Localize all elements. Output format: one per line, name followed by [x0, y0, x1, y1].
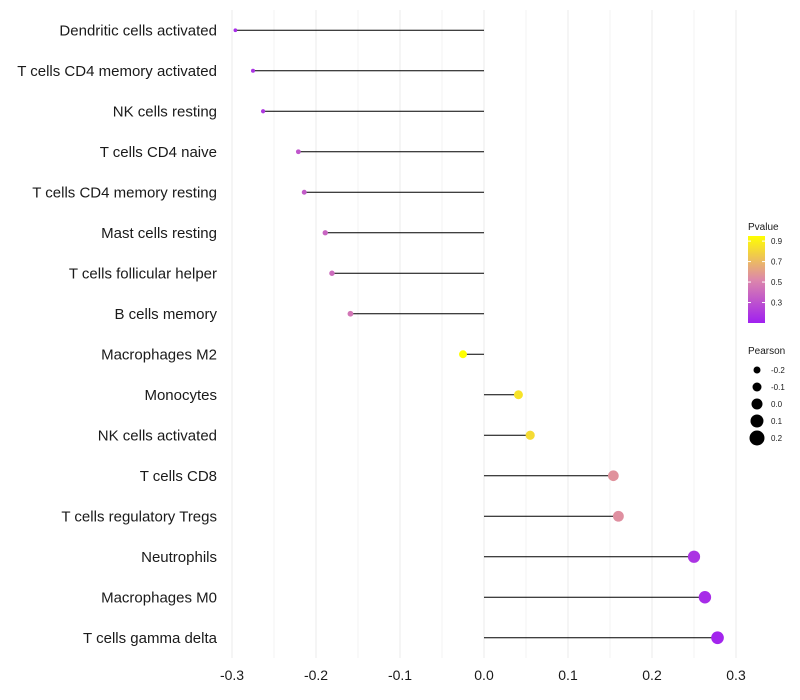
grid-lines	[231, 10, 737, 658]
lollipop-points	[233, 28, 724, 645]
lollipop-point	[513, 390, 523, 400]
lollipop-point	[612, 510, 624, 522]
lollipop-point	[711, 631, 724, 645]
lollipop-point	[347, 310, 354, 317]
lollipop-point	[322, 230, 328, 236]
pearson-legend-key	[750, 414, 764, 428]
pearson-legend-key	[753, 366, 761, 374]
pvalue-colorbar	[748, 236, 765, 323]
lollipop-point	[525, 430, 535, 440]
pvalue-legend-title: Pvalue	[748, 222, 779, 233]
pearson-legend-label: -0.1	[771, 383, 785, 392]
category-label: Macrophages M2	[101, 346, 217, 363]
category-label: NK cells activated	[98, 427, 217, 444]
category-label: T cells regulatory Tregs	[61, 508, 217, 525]
category-label: B cells memory	[114, 306, 217, 323]
pearson-legend-key	[749, 430, 765, 446]
pvalue-legend-tick: 0.5	[771, 278, 783, 287]
pvalue-legend: Pvalue 0.9 0.7 0.5 0.3	[748, 222, 783, 323]
lollipop-point	[329, 270, 335, 276]
pearson-legend-title: Pearson	[748, 346, 785, 357]
x-tick-label: 0.2	[642, 667, 662, 683]
category-label: Dendritic cells activated	[59, 22, 217, 39]
x-tick-label: -0.2	[304, 667, 328, 683]
lollipop-point	[301, 189, 307, 195]
lollipop-stems	[235, 29, 718, 639]
lollipop-point	[260, 109, 266, 114]
pearson-legend: Pearson -0.2 -0.1 0.0 0.1 0.2	[748, 346, 785, 446]
lollipop-point	[608, 470, 619, 482]
category-label: Monocytes	[144, 387, 217, 404]
pvalue-legend-tick: 0.9	[771, 237, 783, 246]
category-label: T cells CD8	[140, 468, 217, 485]
lollipop-point	[687, 550, 701, 563]
pearson-legend-label: 0.2	[771, 434, 783, 443]
category-label: Neutrophils	[141, 549, 217, 566]
category-label: T cells CD4 naive	[100, 144, 217, 161]
x-axis-ticks: -0.3 -0.2 -0.1 0.0 0.1 0.2 0.3	[220, 667, 746, 683]
pearson-legend-label: -0.2	[771, 366, 785, 375]
pearson-legend-key	[751, 398, 763, 410]
lollipop-point	[295, 149, 301, 155]
lollipop-point	[251, 68, 255, 73]
category-label: Macrophages M0	[101, 589, 217, 606]
pearson-legend-label: 0.1	[771, 417, 783, 426]
category-labels: Dendritic cells activated T cells CD4 mem…	[17, 22, 217, 647]
pearson-legend-key	[752, 382, 762, 392]
x-tick-label: -0.3	[220, 667, 244, 683]
category-label: T cells CD4 memory resting	[32, 184, 217, 201]
lollipop-point	[459, 350, 467, 359]
pvalue-legend-tick: 0.7	[771, 258, 783, 267]
x-tick-label: -0.1	[388, 667, 412, 683]
category-label: T cells CD4 memory activated	[17, 63, 217, 80]
lollipop-point	[698, 591, 712, 604]
x-tick-label: 0.3	[726, 667, 746, 683]
lollipop-point	[233, 28, 238, 33]
category-label: T cells follicular helper	[69, 265, 217, 282]
x-tick-label: 0.0	[474, 667, 494, 683]
pvalue-legend-tick: 0.3	[771, 299, 783, 308]
x-tick-label: 0.1	[558, 667, 578, 683]
category-label: T cells gamma delta	[83, 630, 218, 647]
category-label: Mast cells resting	[101, 225, 217, 242]
category-label: NK cells resting	[113, 103, 217, 120]
pearson-legend-label: 0.0	[771, 400, 783, 409]
